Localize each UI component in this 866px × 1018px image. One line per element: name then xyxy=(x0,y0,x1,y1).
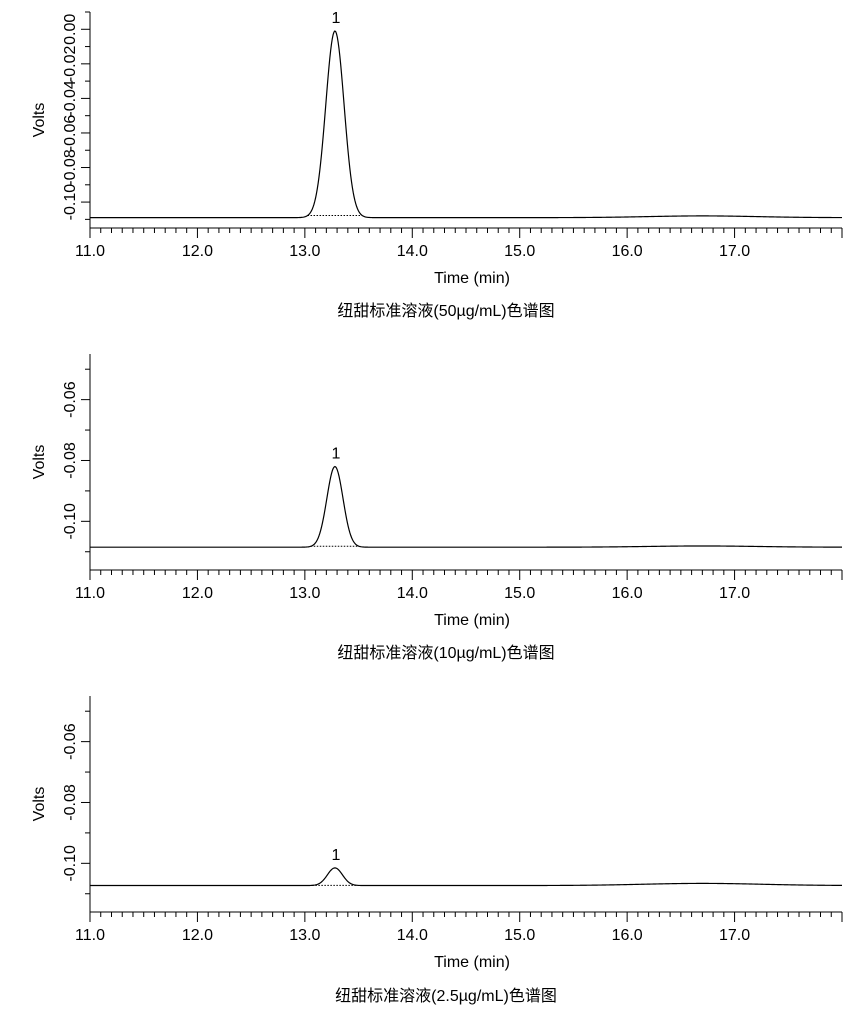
y-tick-label: -0.10 xyxy=(62,845,79,882)
x-axis-title: Time (min) xyxy=(434,612,510,629)
y-tick-label: -0.08 xyxy=(62,784,79,821)
chart-caption: 纽甜标准溶液(50µg/mL)色谱图 xyxy=(337,302,554,320)
x-tick-label: 16.0 xyxy=(612,243,643,260)
chart-caption: 纽甜标准溶液(2.5µg/mL)色谱图 xyxy=(335,987,557,1005)
y-tick-label: -0.06 xyxy=(62,115,79,152)
chromatogram-panel-2-5: 11.0 12.0 13.0 14.0 15.0 16.0 17.0 -0.06 -0.08 -0… xyxy=(31,696,843,1005)
y-axis-title: Volts xyxy=(31,445,48,480)
peak-label: 1 xyxy=(331,847,340,864)
x-tick-label: 15.0 xyxy=(504,243,535,260)
x-tick-label: 14.0 xyxy=(397,243,428,260)
x-axis-title: Time (min) xyxy=(434,954,510,971)
x-tick-label: 17.0 xyxy=(719,585,750,602)
signal-trace xyxy=(90,465,842,548)
x-tick-label: 12.0 xyxy=(182,585,213,602)
x-tick-label: 17.0 xyxy=(719,927,750,944)
chromatogram-panel-50: 11.0 12.0 13.0 14.0 15.0 16.0 17.00.00-0.02-0.… xyxy=(31,10,843,320)
x-tick-label: 12.0 xyxy=(182,927,213,944)
chromatogram-panel-10: 11.0 12.0 13.0 14.0 15.0 16.0 17.0 -0.06 -0.08 -0… xyxy=(31,354,843,662)
x-tick-label: 12.0 xyxy=(182,243,213,260)
y-tick-label: -0.10 xyxy=(62,184,79,221)
y-tick-label: -0.08 xyxy=(62,442,79,479)
y-tick-label: -0.10 xyxy=(62,503,79,540)
x-axis-title: Time (min) xyxy=(434,270,510,287)
x-tick-label: 11.0 xyxy=(75,243,105,260)
x-tick-label: 14.0 xyxy=(397,585,428,602)
y-axis-title: Volts xyxy=(31,103,48,138)
x-tick-label: 11.0 xyxy=(75,927,105,944)
y-axis-title: Volts xyxy=(31,787,48,822)
y-tick-label: -0.04 xyxy=(62,80,79,117)
x-tick-label: 17.0 xyxy=(719,243,750,260)
signal-trace xyxy=(90,30,842,219)
y-tick-label: -0.08 xyxy=(62,149,79,186)
x-tick-label: 16.0 xyxy=(612,585,643,602)
y-tick-label: 0.00 xyxy=(62,14,79,45)
peak-label: 1 xyxy=(331,446,340,463)
peak-label: 1 xyxy=(331,10,340,27)
y-tick-label: -0.02 xyxy=(62,46,79,83)
signal-trace xyxy=(90,867,842,887)
y-tick-label: -0.06 xyxy=(62,723,79,760)
x-tick-label: 14.0 xyxy=(397,927,428,944)
x-tick-label: 15.0 xyxy=(504,585,535,602)
y-tick-label: -0.06 xyxy=(62,381,79,418)
x-tick-label: 16.0 xyxy=(612,927,643,944)
x-tick-label: 13.0 xyxy=(289,585,320,602)
x-tick-label: 15.0 xyxy=(504,927,535,944)
x-tick-label: 13.0 xyxy=(289,243,320,260)
chart-caption: 纽甜标准溶液(10µg/mL)色谱图 xyxy=(337,644,554,662)
x-tick-label: 13.0 xyxy=(289,927,320,944)
x-tick-label: 11.0 xyxy=(75,585,105,602)
